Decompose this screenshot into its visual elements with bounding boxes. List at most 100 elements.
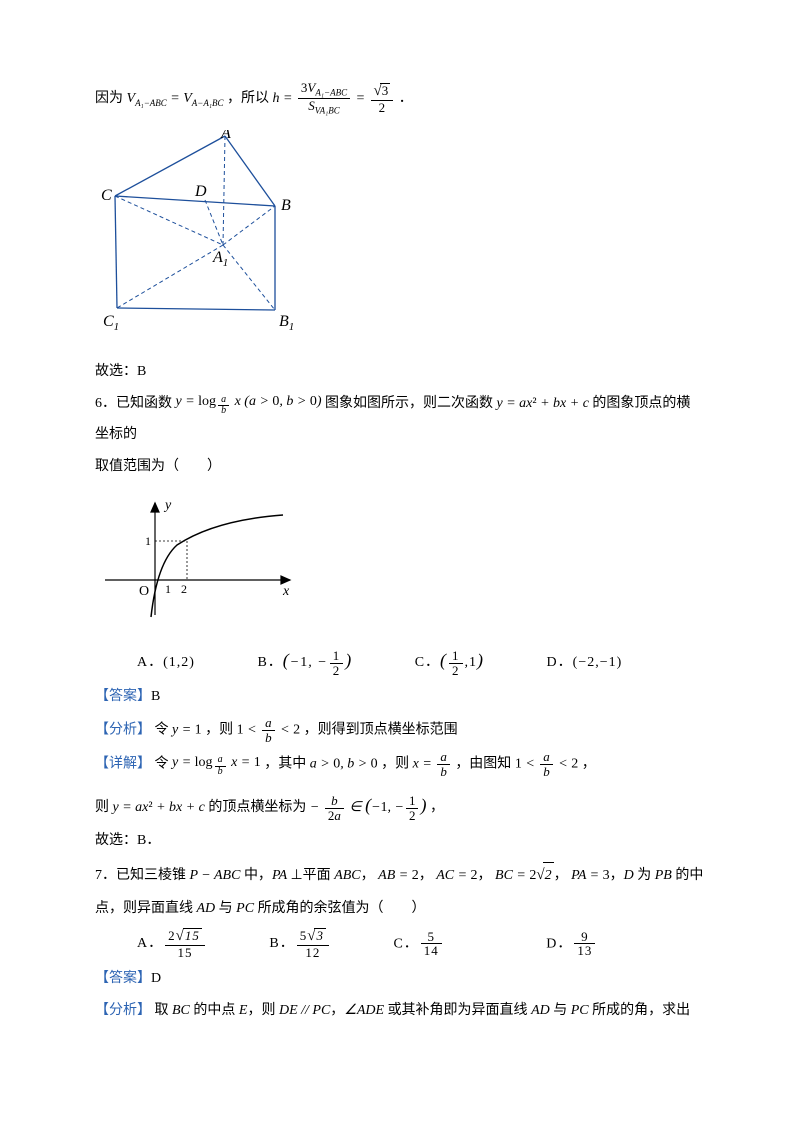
question-6: 6．已知函数 y = logab x (a > 0, b > 0) 图象如图所示… bbox=[95, 391, 704, 448]
math: BC = 2√2 bbox=[495, 868, 554, 883]
math: < 2 bbox=[558, 757, 578, 772]
math: AB = bbox=[378, 868, 412, 883]
text: ， bbox=[419, 868, 433, 883]
text: 因为 bbox=[95, 91, 123, 106]
math: a > 0, b > 0 bbox=[310, 757, 378, 772]
log-graph: y x O 1 2 1 bbox=[95, 495, 704, 636]
detail-label: 【详解】 bbox=[95, 757, 151, 772]
text: ， bbox=[554, 868, 568, 883]
option-a: A．(1,2) bbox=[137, 650, 195, 677]
q7-options: A．2√1515 B．5√312 C．514 D．913 bbox=[95, 928, 704, 959]
fraction: ab bbox=[262, 716, 275, 744]
fraction: 3VA₁−ABC SVA₁BC bbox=[298, 81, 350, 116]
text: ， bbox=[610, 868, 624, 883]
option-a: A．2√1515 bbox=[137, 928, 207, 959]
option-d: D．913 bbox=[546, 930, 597, 958]
detail-line-2: 则 y = ax² + bx + c 的顶点横坐标为 − b2a ∈ (−1, … bbox=[95, 788, 704, 822]
text: 与 bbox=[550, 1003, 571, 1018]
answer-line: 【答案】B bbox=[95, 684, 704, 711]
text: 令 bbox=[155, 723, 169, 738]
math: AD bbox=[197, 901, 216, 916]
value: 2 bbox=[471, 868, 478, 883]
text: ⊥平面 bbox=[290, 868, 334, 883]
svg-text:2: 2 bbox=[181, 582, 187, 596]
text: 所成的角，求出 bbox=[589, 1003, 691, 1018]
text: 则 bbox=[95, 800, 109, 815]
math: y = 1 bbox=[172, 723, 202, 738]
math: PA bbox=[272, 868, 291, 883]
math: − bbox=[310, 800, 319, 815]
text: ，则 bbox=[205, 723, 233, 738]
math: x = bbox=[413, 757, 436, 772]
svg-text:1: 1 bbox=[165, 582, 171, 596]
math: VA₁−ABC = VA−A₁BC bbox=[127, 91, 224, 106]
text: 故选：B． bbox=[95, 833, 160, 848]
svg-text:C1: C1 bbox=[103, 313, 119, 333]
answer: D bbox=[151, 971, 161, 986]
math: PC bbox=[571, 1003, 589, 1018]
svg-text:D: D bbox=[194, 183, 207, 200]
svg-text:A: A bbox=[220, 130, 231, 142]
text: 为 bbox=[634, 868, 655, 883]
math: = bbox=[356, 91, 369, 106]
text: 7．已知三棱锥 bbox=[95, 868, 190, 883]
option-c: C．514 bbox=[393, 930, 443, 958]
svg-text:B: B bbox=[281, 197, 291, 214]
text: 中， bbox=[240, 868, 272, 883]
analysis-line: 【分析】 令 y = 1 ，则 1 < ab < 2 ，则得到顶点横坐标范围 bbox=[95, 716, 704, 744]
text: ， bbox=[430, 800, 444, 815]
text: 的顶点横坐标为 bbox=[208, 800, 306, 815]
option-b: B．5√312 bbox=[269, 928, 331, 959]
text: ， bbox=[478, 868, 492, 883]
math: ∈ bbox=[349, 800, 365, 815]
text: 取 bbox=[155, 1003, 173, 1018]
math: BC bbox=[172, 1003, 190, 1018]
math: PC bbox=[236, 901, 254, 916]
text: 所成角的余弦值为（ ） bbox=[254, 901, 426, 916]
math: DE bbox=[279, 1003, 298, 1018]
text: ， bbox=[361, 868, 375, 883]
math: h = bbox=[272, 91, 295, 106]
text: 6．已知函数 bbox=[95, 396, 172, 411]
option-d: D．(−2,−1) bbox=[547, 650, 623, 677]
q6-options: A．(1,2) B．(−1, −12) C．(12,1) D．(−2,−1) bbox=[95, 643, 704, 677]
text-line: 故选：B bbox=[95, 359, 704, 386]
math: < 2 bbox=[280, 723, 300, 738]
math: D bbox=[624, 868, 634, 883]
question-6-cont: 取值范围为（ ） bbox=[95, 454, 704, 481]
fraction: √3 2 bbox=[371, 83, 394, 114]
svg-text:1: 1 bbox=[145, 534, 151, 548]
option-b: B．(−1, −12) bbox=[257, 643, 352, 677]
svg-text:B1: B1 bbox=[279, 313, 294, 333]
svg-text:x: x bbox=[282, 584, 290, 599]
text: 取值范围为（ ） bbox=[95, 459, 221, 474]
math: y = logab x (a > 0, b > 0) bbox=[176, 394, 322, 409]
value: 3 bbox=[603, 868, 610, 883]
fraction: b2a bbox=[325, 794, 344, 822]
math: 1 < bbox=[237, 723, 260, 738]
math: ABC bbox=[334, 868, 360, 883]
text: 的中点 bbox=[190, 1003, 239, 1018]
svg-text:A1: A1 bbox=[212, 249, 228, 269]
math: PC bbox=[312, 1003, 330, 1018]
svg-text:y: y bbox=[163, 498, 172, 513]
value: 2 bbox=[412, 868, 419, 883]
text: ，则 bbox=[247, 1003, 279, 1018]
math: PB bbox=[655, 868, 672, 883]
option-c: C．(12,1) bbox=[415, 643, 484, 677]
detail-line: 【详解】 令 y = logab x = 1 ，其中 a > 0, b > 0 … bbox=[95, 750, 704, 782]
text: ， bbox=[330, 1003, 344, 1018]
text: 或其补角即为异面直线 bbox=[384, 1003, 531, 1018]
math: P − ABC bbox=[190, 868, 241, 883]
text-line: 因为 VA₁−ABC = VA−A₁BC ，所以 h = 3VA₁−ABC SV… bbox=[95, 81, 704, 116]
math: y = ax² + bx + c bbox=[113, 800, 205, 815]
text: ． bbox=[399, 91, 413, 106]
text: 与 bbox=[215, 901, 236, 916]
answer-line: 【答案】D bbox=[95, 966, 704, 993]
fraction: ab bbox=[437, 750, 450, 778]
geometry-diagram: A B C D A1 B1 C1 bbox=[95, 130, 704, 351]
math: // bbox=[298, 1003, 313, 1018]
text: 的中 bbox=[672, 868, 704, 883]
answer: B bbox=[151, 689, 160, 704]
text: ，则得到顶点横坐标范围 bbox=[304, 723, 458, 738]
